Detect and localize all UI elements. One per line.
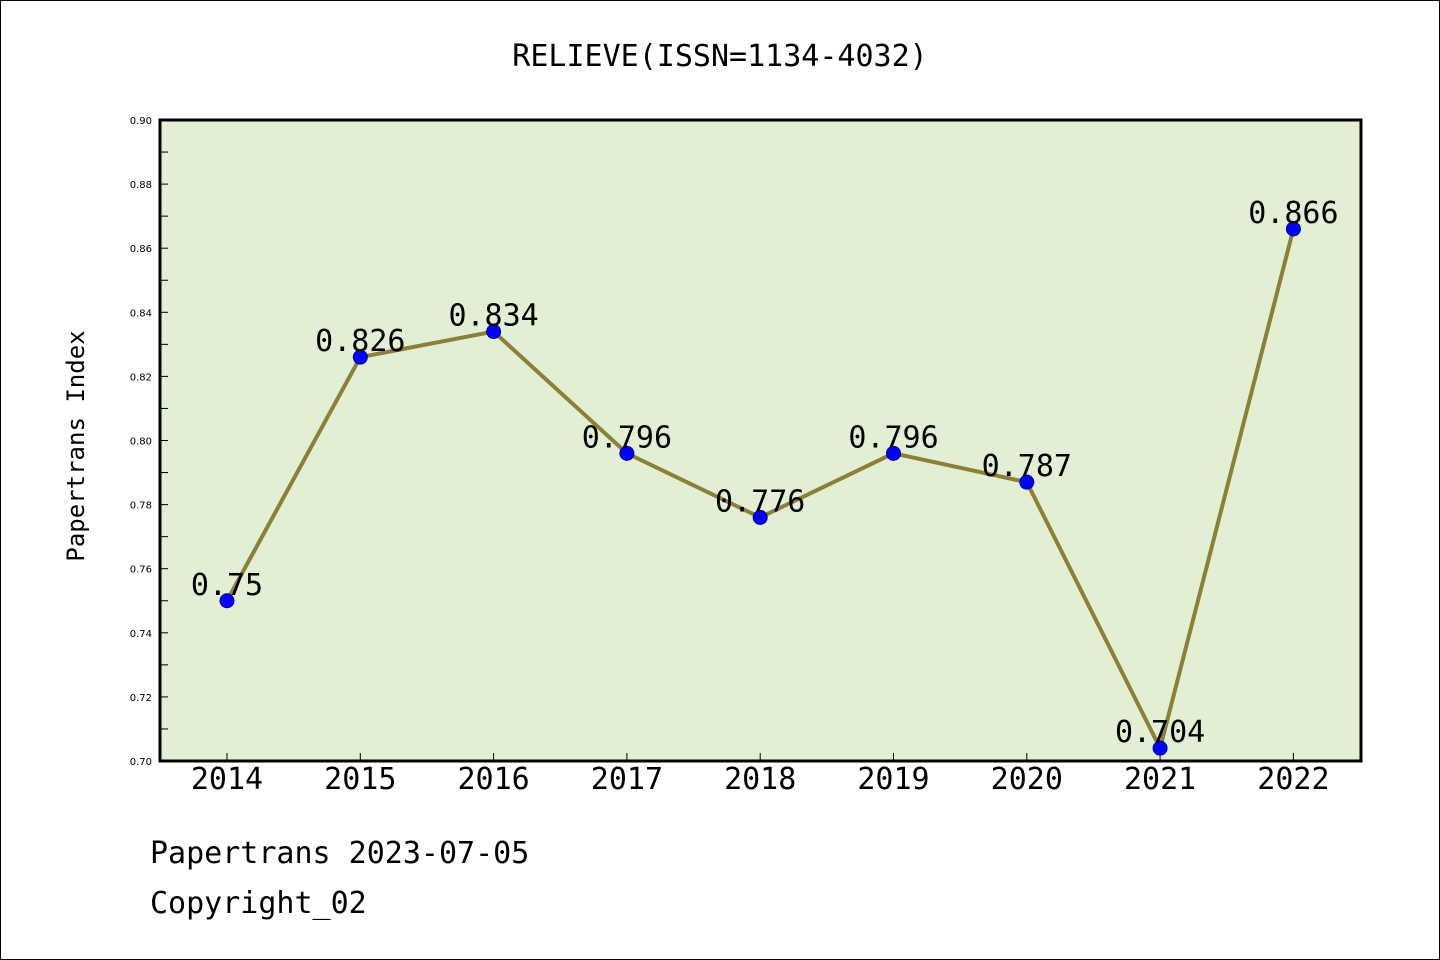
data-label: 0.776 [715,484,805,519]
data-point [752,509,768,525]
x-tick-label: 2020 [991,762,1063,797]
data-point [886,445,901,461]
y-tick-label: 0.70 [130,757,152,768]
y-axis-label: Papertrans Index [62,330,90,561]
x-tick-label: 2019 [857,762,929,797]
data-point [219,593,235,609]
x-tick-label: 2017 [591,762,663,797]
data-label: 0.834 [448,299,538,334]
chart-title: RELIEVE(ISSN=1134-4032) [512,39,927,74]
x-tick-label: 2016 [457,762,529,797]
y-tick-label: 0.76 [130,565,152,576]
plot-area [158,118,1363,763]
data-label: 0.866 [1248,196,1338,231]
y-tick-label: 0.82 [130,372,152,383]
x-tick-label: 2014 [191,762,263,797]
y-axis-ticks: 0.70 0.72 0.74 0.76 0.78 0.80 0.82 0.84 0.86 0.88… [130,116,168,768]
data-point [1019,474,1035,490]
data-label: 0.796 [582,420,672,455]
data-label: 0.796 [848,420,938,455]
x-tick-label: 2018 [724,762,796,797]
x-tick-label: 2015 [324,762,396,797]
data-point [1152,740,1168,756]
y-tick-label: 0.72 [130,693,152,704]
footer-copyright: Copyright_02 [150,886,367,921]
y-tick-label: 0.78 [130,501,152,512]
x-axis-ticks: 2014 2015 2016 2017 2018 2019 2020 2021 2022 [191,753,1330,797]
x-tick-label: 2022 [1257,762,1329,797]
data-label: 0.75 [191,568,263,603]
data-point [486,324,502,340]
y-tick-label: 0.90 [130,116,152,127]
data-labels: 0.75 0.826 0.834 0.796 0.776 0.796 0.787 0.704 0… [191,196,1339,750]
y-tick-label: 0.86 [130,244,152,255]
data-label: 0.704 [1115,715,1205,750]
y-tick-label: 0.74 [130,629,152,640]
y-tick-label: 0.88 [130,180,152,191]
series-markers [219,221,1301,756]
data-label: 0.787 [982,449,1072,484]
data-point [619,445,635,461]
data-label: 0.826 [315,324,405,359]
data-point [1285,221,1301,237]
y-tick-label: 0.80 [130,437,152,448]
y-tick-label: 0.84 [130,308,152,319]
footer-date: Papertrans 2023-07-05 [150,836,530,871]
data-point [352,349,368,365]
x-tick-label: 2021 [1124,762,1196,797]
